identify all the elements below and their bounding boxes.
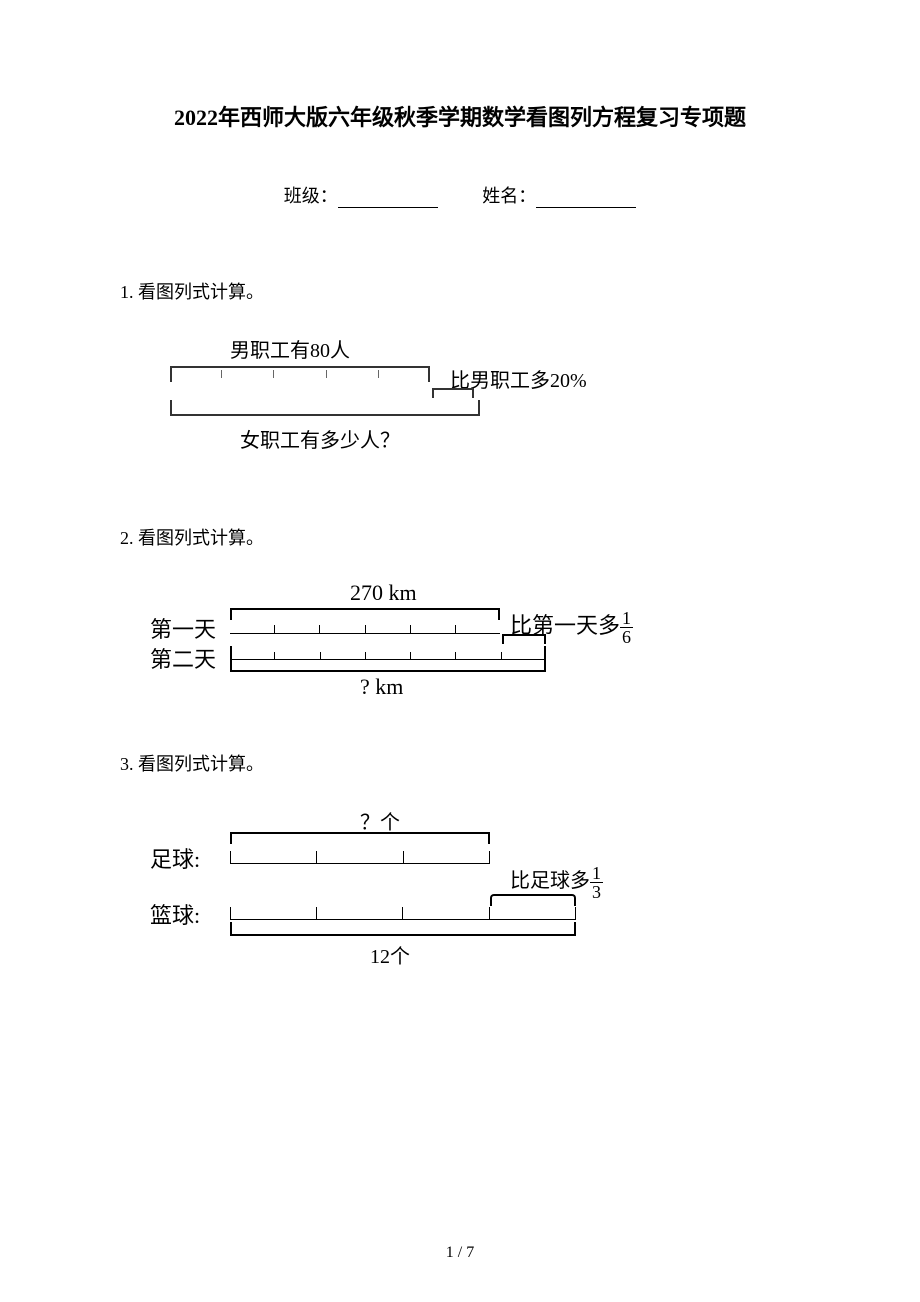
q1-prompt: 1. 看图列式计算。 bbox=[120, 278, 800, 304]
q1-number: 1. bbox=[120, 282, 134, 302]
q1-extra-brace bbox=[432, 388, 474, 398]
q3-left-label-2: 篮球: bbox=[150, 898, 200, 930]
q1-bar-female bbox=[170, 400, 480, 416]
q3-bottom-label: 12个 bbox=[370, 940, 410, 969]
q1-top-label: 男职工有80人 bbox=[230, 334, 350, 363]
q2-number: 2. bbox=[120, 528, 134, 548]
q2-bar-day1 bbox=[230, 620, 500, 634]
q3-diagram: ？个 足球: 篮球: 比足球多13 12个 bbox=[150, 806, 710, 976]
q1-bottom-label: 女职工有多少人？ bbox=[240, 424, 400, 453]
worksheet-page: 2022年西师大版六年级秋季学期数学看图列方程复习专项题 班级： 姓名： 1. … bbox=[0, 0, 920, 1066]
q3-text: 看图列式计算。 bbox=[138, 754, 264, 774]
page-footer: 1 / 7 bbox=[0, 1244, 920, 1262]
class-label: 班级： bbox=[284, 186, 338, 206]
q2-frac-num: 1 bbox=[620, 609, 633, 628]
q2-left-label-2: 第二天 bbox=[150, 642, 216, 674]
name-label: 姓名： bbox=[482, 186, 536, 206]
q3-bar-basketball bbox=[230, 902, 576, 920]
q2-text: 看图列式计算。 bbox=[138, 528, 264, 548]
q1-diagram: 男职工有80人 比男职工多20% 女职工有多少人？ bbox=[150, 334, 630, 474]
q3-top-label: ？个 bbox=[360, 806, 400, 835]
q2-bottom-label: ? km bbox=[360, 674, 403, 700]
q2-top-label: 270 km bbox=[350, 580, 417, 606]
q3-frac-den: 3 bbox=[590, 883, 603, 901]
q2-frac-den: 6 bbox=[620, 628, 633, 646]
student-fields: 班级： 姓名： bbox=[120, 182, 800, 208]
q3-fraction: 13 bbox=[590, 864, 603, 901]
q3-number: 3. bbox=[120, 754, 134, 774]
q3-prompt: 3. 看图列式计算。 bbox=[120, 750, 800, 776]
q3-brace-top bbox=[230, 832, 490, 844]
q1-bar-male-ticks bbox=[170, 366, 430, 382]
q1-text: 看图列式计算。 bbox=[138, 282, 264, 302]
q2-extra-brace bbox=[502, 634, 546, 644]
class-blank[interactable] bbox=[338, 190, 438, 208]
q2-brace-top bbox=[230, 608, 500, 620]
q3-brace-bottom bbox=[230, 922, 576, 936]
q2-brace-bottom bbox=[230, 660, 546, 672]
q2-diagram: 270 km 第一天 第二天 比第一天多16 ? km bbox=[150, 580, 710, 700]
q2-fraction: 16 bbox=[620, 609, 633, 646]
question-3: 3. 看图列式计算。 ？个 足球: 篮球: 比足球多13 12个 bbox=[120, 750, 800, 976]
q2-prompt: 2. 看图列式计算。 bbox=[120, 524, 800, 550]
name-blank[interactable] bbox=[536, 190, 636, 208]
q2-left-label-1: 第一天 bbox=[150, 612, 216, 644]
q3-left-label-1: 足球: bbox=[150, 842, 200, 874]
q3-right-prefix: 比足球多 bbox=[510, 870, 590, 892]
question-1: 1. 看图列式计算。 男职工有80人 比男职工多20% 女职工有多少人？ bbox=[120, 278, 800, 474]
q3-bar-football bbox=[230, 846, 490, 864]
page-title: 2022年西师大版六年级秋季学期数学看图列方程复习专项题 bbox=[120, 100, 800, 132]
q3-frac-num: 1 bbox=[590, 864, 603, 883]
question-2: 2. 看图列式计算。 270 km 第一天 第二天 比第一天多16 ? km bbox=[120, 524, 800, 700]
q2-bar-day2-ticks bbox=[230, 646, 546, 660]
